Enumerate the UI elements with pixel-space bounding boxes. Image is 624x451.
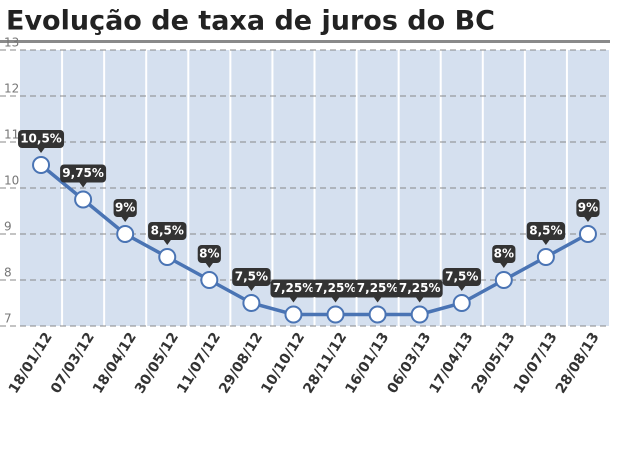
value-label-pointer bbox=[583, 216, 592, 222]
point bbox=[116, 225, 135, 243]
y-tick-label: 12 bbox=[4, 82, 19, 96]
y-tick-label: 11 bbox=[4, 128, 19, 142]
value-label-pointer bbox=[121, 216, 130, 222]
value-label: 8,5% bbox=[529, 224, 562, 238]
value-label-pointer bbox=[205, 262, 214, 268]
chart-title: Evolução de taxa de juros do BC bbox=[6, 6, 495, 37]
value-label: 8% bbox=[494, 247, 514, 261]
value-label-pointer bbox=[331, 297, 340, 303]
point bbox=[326, 305, 345, 324]
value-label: 7,25% bbox=[357, 281, 399, 295]
value-label: 9,75% bbox=[62, 166, 104, 180]
value-label-box bbox=[113, 199, 137, 217]
y-tick-label: 7 bbox=[4, 312, 12, 326]
value-label-box bbox=[18, 130, 65, 148]
value-label-pointer bbox=[163, 239, 172, 245]
value-label-box bbox=[312, 279, 359, 298]
value-label: 7,25% bbox=[399, 281, 441, 295]
value-label-box bbox=[526, 222, 566, 240]
y-tick-label: 8 bbox=[4, 266, 12, 280]
value-label-box bbox=[442, 268, 481, 286]
point bbox=[284, 305, 303, 324]
value-label-box bbox=[232, 268, 271, 286]
value-label-pointer bbox=[373, 297, 382, 303]
point bbox=[578, 225, 597, 243]
y-tick-label: 9 bbox=[4, 220, 12, 234]
point bbox=[74, 190, 93, 209]
value-label-box bbox=[60, 164, 107, 183]
value-label: 8% bbox=[199, 247, 219, 261]
value-label-box bbox=[270, 279, 317, 298]
value-label-box bbox=[354, 279, 401, 298]
value-label: 10,5% bbox=[20, 132, 62, 146]
x-tick-label: 28/08/13 bbox=[553, 330, 603, 397]
value-label: 7,5% bbox=[235, 270, 268, 284]
point bbox=[32, 156, 51, 174]
value-label: 9% bbox=[115, 201, 135, 215]
y-tick-label: 13 bbox=[4, 36, 19, 50]
point bbox=[158, 248, 177, 266]
value-label-box bbox=[197, 245, 221, 263]
value-label: 7,25% bbox=[315, 281, 357, 295]
title-rule bbox=[0, 40, 610, 43]
point bbox=[242, 294, 261, 312]
point bbox=[200, 271, 219, 289]
value-label-box bbox=[396, 279, 443, 298]
point bbox=[410, 305, 429, 324]
value-label-box bbox=[148, 222, 187, 240]
value-label-pointer bbox=[457, 285, 466, 291]
value-label: 7,5% bbox=[445, 270, 478, 284]
value-label: 9% bbox=[578, 201, 598, 215]
value-label-pointer bbox=[499, 262, 508, 268]
value-label: 8,5% bbox=[151, 224, 184, 238]
point bbox=[452, 294, 471, 312]
value-label-pointer bbox=[247, 285, 256, 291]
value-label-box bbox=[576, 199, 600, 217]
point bbox=[494, 271, 513, 289]
value-label-pointer bbox=[37, 147, 46, 153]
value-label-pointer bbox=[289, 297, 298, 303]
point bbox=[368, 305, 387, 324]
y-tick-label: 10 bbox=[4, 174, 19, 188]
value-label-pointer bbox=[415, 297, 424, 303]
value-label: 7,25% bbox=[273, 281, 315, 295]
point bbox=[536, 248, 555, 266]
value-label-box bbox=[492, 245, 516, 263]
value-label-pointer bbox=[79, 182, 88, 188]
value-label-pointer bbox=[541, 239, 550, 245]
